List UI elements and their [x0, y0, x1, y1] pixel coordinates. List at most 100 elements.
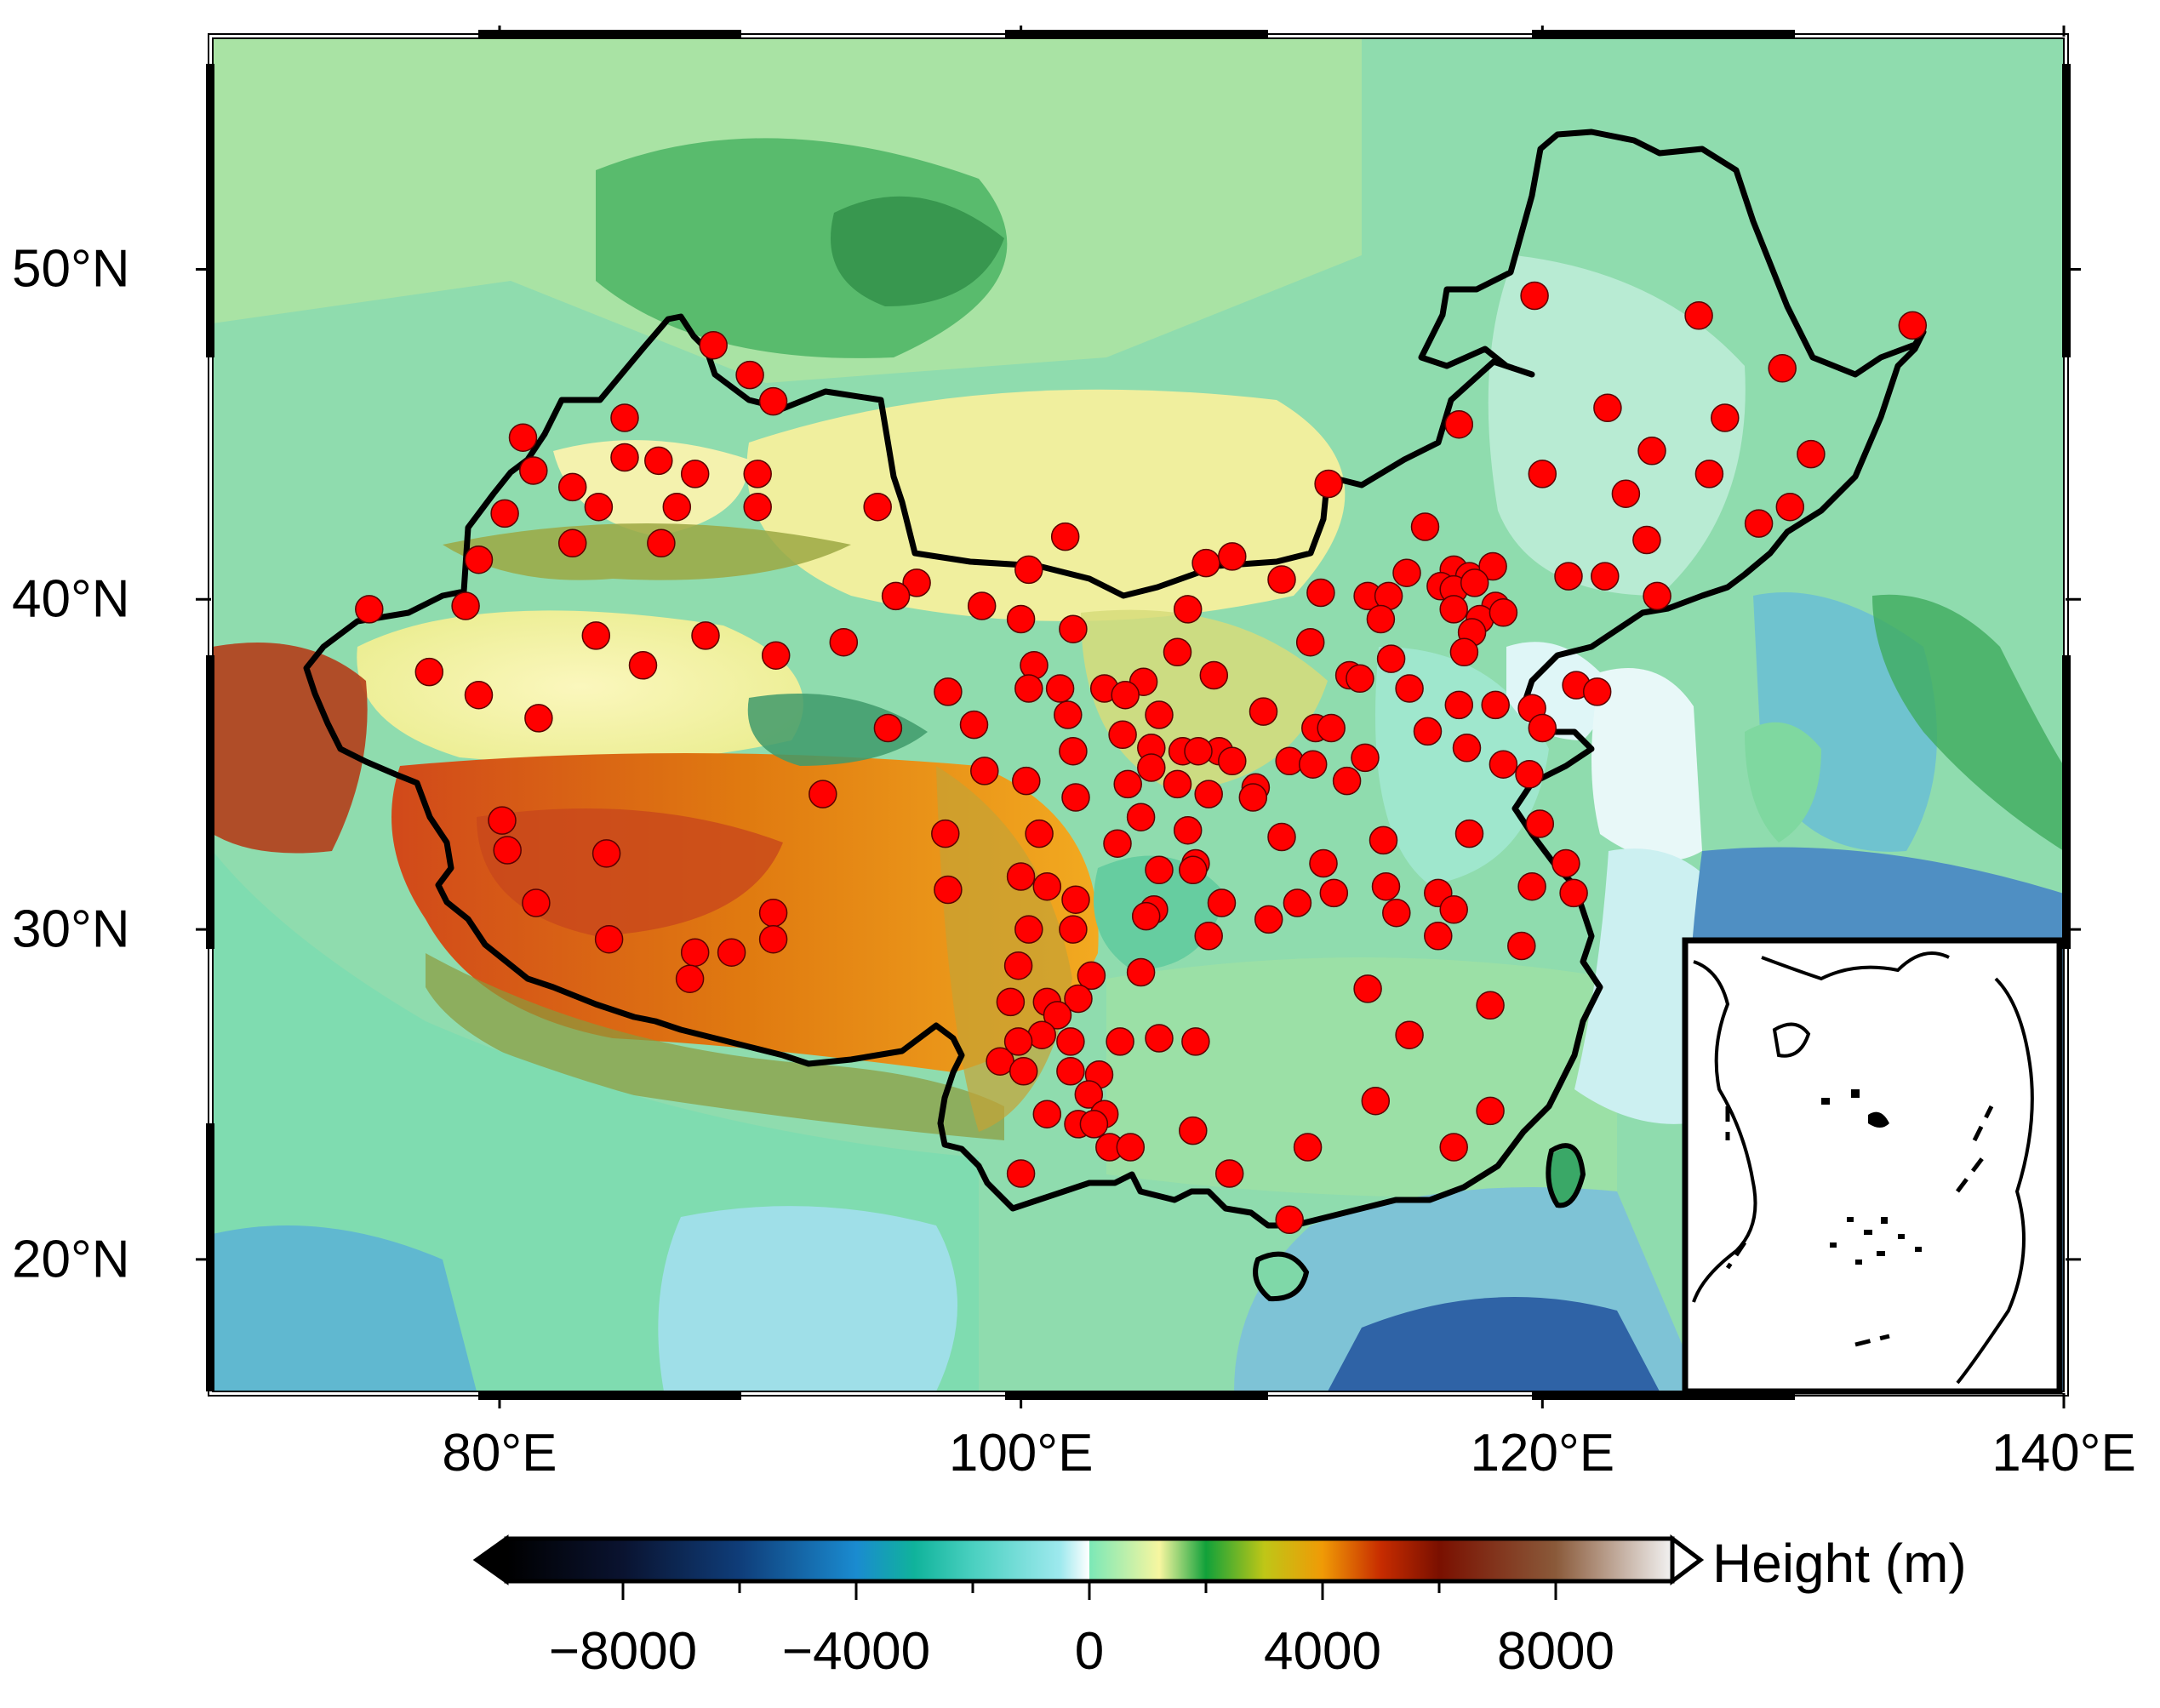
station-point	[522, 888, 551, 917]
station-point	[557, 472, 587, 502]
station-point	[519, 456, 548, 485]
south-china-sea-inset	[1682, 937, 2063, 1395]
hainan-island	[1256, 1255, 1306, 1299]
station-point	[584, 492, 614, 522]
station-point	[1074, 1080, 1104, 1109]
deep-basin	[1328, 1297, 1660, 1391]
station-point	[1413, 717, 1443, 746]
station-point	[1376, 644, 1406, 673]
china-boundary	[303, 129, 1927, 1229]
colorbar-tick-label: 8000	[1497, 1622, 1614, 1681]
station-point	[1184, 736, 1213, 766]
station-point	[1106, 1027, 1134, 1056]
station-point	[1173, 815, 1203, 845]
station-point	[691, 621, 720, 650]
station-point	[1045, 674, 1075, 703]
station-point	[1711, 403, 1740, 432]
station-point	[902, 568, 931, 597]
station-point	[1593, 393, 1622, 423]
station-point	[743, 460, 772, 488]
station-point	[1173, 595, 1203, 624]
station-point	[1275, 746, 1304, 776]
station-point	[1476, 1096, 1505, 1126]
station-point	[628, 651, 658, 680]
station-point	[464, 545, 494, 574]
station-point	[1006, 862, 1036, 891]
tarim-basin	[357, 610, 803, 763]
station-point	[1027, 1020, 1056, 1049]
station-point	[1032, 1100, 1062, 1128]
station-point	[1476, 991, 1505, 1020]
station-point	[1218, 746, 1247, 776]
station-point	[1371, 871, 1401, 901]
station-point	[1191, 548, 1220, 578]
colorbar-tick-label: −8000	[548, 1622, 698, 1681]
station-point	[1006, 604, 1036, 634]
station-point	[1528, 713, 1557, 743]
station-point	[1003, 951, 1033, 980]
station-point	[1392, 558, 1421, 587]
station-point	[1113, 769, 1142, 799]
station-point	[1179, 855, 1208, 885]
gobi-desert	[746, 389, 1346, 621]
station-point	[1351, 743, 1380, 773]
station-point	[1694, 460, 1724, 488]
station-point	[873, 713, 903, 743]
station-point	[1528, 460, 1557, 488]
stations-layer	[355, 281, 1928, 1235]
station-point	[524, 704, 553, 733]
bay-of-bengal	[658, 1206, 957, 1391]
station-point	[610, 403, 639, 432]
himalaya-slope	[426, 953, 1004, 1140]
station-point	[1452, 734, 1482, 763]
station-point	[1131, 901, 1161, 931]
northeast-plain	[1488, 255, 1746, 596]
station-point	[1346, 664, 1374, 694]
station-point	[508, 423, 538, 452]
station-point	[758, 386, 788, 416]
x-tick-label: 120°E	[1470, 1424, 1615, 1482]
station-point	[1332, 766, 1362, 796]
station-point	[1108, 720, 1137, 750]
station-point	[1424, 922, 1453, 951]
station-point	[1591, 562, 1620, 591]
station-point	[1768, 354, 1797, 383]
station-point	[1366, 604, 1396, 634]
station-point	[743, 492, 772, 522]
station-point	[1199, 660, 1229, 690]
station-point	[1520, 281, 1549, 311]
station-point	[1077, 961, 1106, 991]
station-point	[761, 641, 791, 670]
station-point	[1181, 1027, 1210, 1056]
x-tick-label: 80°E	[442, 1424, 557, 1482]
station-point	[1014, 674, 1043, 703]
axis-tick-marks	[196, 26, 2081, 1408]
station-point	[1179, 1116, 1208, 1145]
station-point	[1898, 311, 1928, 340]
station-point	[1314, 469, 1343, 499]
qaidam-basin	[747, 694, 928, 766]
station-point	[1515, 760, 1544, 789]
inset-paracel	[1821, 1089, 1889, 1128]
station-point	[581, 621, 611, 650]
station-point	[1507, 931, 1536, 961]
station-point	[1137, 753, 1166, 782]
taiwan-boundary	[1546, 1143, 1586, 1208]
station-point	[1014, 915, 1043, 944]
station-point	[1050, 522, 1080, 551]
inset-hainan	[1772, 1022, 1811, 1058]
station-point	[1744, 509, 1774, 538]
station-point	[758, 898, 788, 928]
station-point	[1056, 1027, 1085, 1056]
station-point	[1163, 769, 1192, 799]
station-point	[1395, 1020, 1424, 1049]
colorbar-tick-label: −4000	[781, 1622, 931, 1681]
map-frame	[206, 30, 2071, 1400]
station-point	[1489, 750, 1518, 779]
station-point	[1014, 555, 1043, 585]
station-point	[1163, 637, 1192, 667]
station-point	[1020, 651, 1049, 680]
station-point	[970, 757, 999, 785]
station-point	[680, 938, 710, 967]
japan-islands	[1872, 594, 2064, 851]
